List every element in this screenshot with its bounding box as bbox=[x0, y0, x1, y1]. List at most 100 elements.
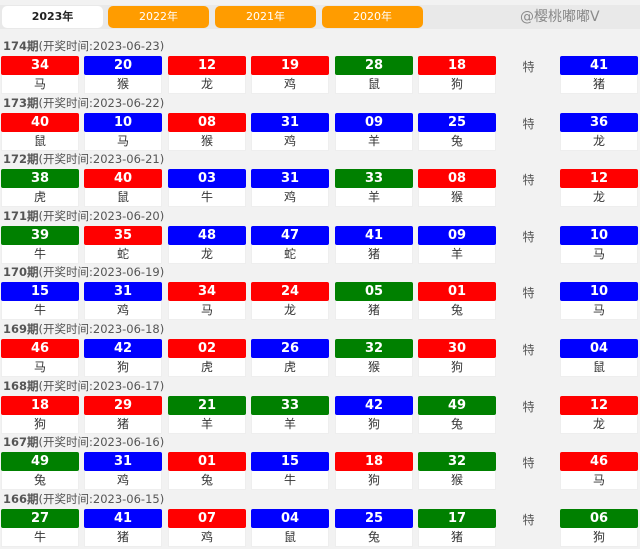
ball-number: 38 bbox=[1, 169, 79, 189]
ball: 24 龙 bbox=[251, 282, 329, 321]
ball-number: 12 bbox=[560, 169, 638, 189]
ball: 40 鼠 bbox=[1, 112, 79, 151]
zodiac-label: 猴 bbox=[418, 471, 496, 491]
draw-time: (开奖时间:2023-06-16) bbox=[38, 435, 165, 450]
special-label: 特 bbox=[522, 456, 535, 471]
period-row: 170期(开奖时间:2023-06-19) 15 牛 31 鸡 34 马 24 龙 05 猪 01 兔特… bbox=[0, 264, 640, 321]
zodiac-label: 鸡 bbox=[168, 527, 246, 547]
special-ball: 12 龙 bbox=[560, 395, 638, 434]
period-header: 172期(开奖时间:2023-06-21) bbox=[3, 151, 164, 167]
ball: 46 马 bbox=[1, 338, 79, 377]
ball: 32 猴 bbox=[418, 452, 496, 491]
ball-number: 18 bbox=[1, 395, 79, 415]
period-header: 173期(开奖时间:2023-06-22) bbox=[3, 95, 164, 111]
period-header: 171期(开奖时间:2023-06-20) bbox=[3, 208, 164, 224]
ball: 42 狗 bbox=[335, 395, 413, 434]
ball: 17 猪 bbox=[418, 508, 496, 547]
zodiac-label: 羊 bbox=[418, 244, 496, 264]
zodiac-label: 猪 bbox=[84, 527, 162, 547]
ball: 27 牛 bbox=[1, 508, 79, 547]
special-ball: 36 龙 bbox=[560, 112, 638, 151]
zodiac-label: 羊 bbox=[335, 131, 413, 151]
ball-number: 07 bbox=[168, 508, 246, 528]
tab-2020[interactable]: 2020年 bbox=[322, 6, 423, 28]
ball: 47 蛇 bbox=[251, 225, 329, 264]
ball: 02 虎 bbox=[168, 338, 246, 377]
zodiac-label: 龙 bbox=[168, 244, 246, 264]
zodiac-label: 鼠 bbox=[84, 188, 162, 208]
ball: 49 兔 bbox=[418, 395, 496, 434]
ball: 21 羊 bbox=[168, 395, 246, 434]
zodiac-label: 马 bbox=[560, 301, 638, 321]
zodiac-label: 鸡 bbox=[251, 131, 329, 151]
tab-2022[interactable]: 2022年 bbox=[108, 6, 209, 28]
ball: 15 牛 bbox=[251, 452, 329, 491]
ball-number: 25 bbox=[418, 112, 496, 132]
ball: 30 狗 bbox=[418, 338, 496, 377]
ball-number: 10 bbox=[560, 282, 638, 302]
zodiac-label: 兔 bbox=[1, 471, 79, 491]
ball-number: 12 bbox=[168, 56, 246, 75]
issue-number: 168期 bbox=[3, 378, 39, 393]
zodiac-label: 鼠 bbox=[335, 75, 413, 94]
ball-number: 17 bbox=[418, 508, 496, 528]
period-header: 174期(开奖时间:2023-06-23) bbox=[3, 38, 164, 54]
ball-number: 05 bbox=[335, 282, 413, 302]
watermark: @樱桃嘟嘟V bbox=[520, 9, 600, 25]
special-ball: 46 马 bbox=[560, 452, 638, 491]
ball-number: 28 bbox=[335, 56, 413, 75]
zodiac-label: 狗 bbox=[335, 414, 413, 434]
zodiac-label: 猪 bbox=[84, 414, 162, 434]
issue-number: 172期 bbox=[3, 152, 39, 167]
ball: 15 牛 bbox=[1, 282, 79, 321]
ball: 28 鼠 bbox=[335, 56, 413, 94]
ball: 08 猴 bbox=[168, 112, 246, 151]
ball: 01 兔 bbox=[168, 452, 246, 491]
ball-number: 01 bbox=[418, 282, 496, 302]
ball-number: 04 bbox=[560, 338, 638, 358]
ball-number: 04 bbox=[251, 508, 329, 528]
ball-number: 27 bbox=[1, 508, 79, 528]
zodiac-label: 狗 bbox=[418, 357, 496, 377]
ball-number: 32 bbox=[418, 452, 496, 472]
ball: 31 鸡 bbox=[84, 452, 162, 491]
period-header: 170期(开奖时间:2023-06-19) bbox=[3, 264, 164, 280]
draw-time: (开奖时间:2023-06-22) bbox=[38, 95, 165, 110]
ball-number: 41 bbox=[560, 56, 638, 75]
ball-number: 01 bbox=[168, 452, 246, 472]
draw-time: (开奖时间:2023-06-20) bbox=[38, 208, 165, 223]
ball-number: 34 bbox=[168, 282, 246, 302]
tab-2021[interactable]: 2021年 bbox=[215, 6, 316, 28]
zodiac-label: 猴 bbox=[335, 357, 413, 377]
ball: 49 兔 bbox=[1, 452, 79, 491]
ball-number: 35 bbox=[84, 225, 162, 245]
ball-number: 21 bbox=[168, 395, 246, 415]
ball-number: 34 bbox=[1, 56, 79, 75]
issue-number: 169期 bbox=[3, 321, 39, 336]
special-label: 特 bbox=[522, 229, 535, 244]
special-ball: 41 猪 bbox=[560, 56, 638, 94]
ball-number: 31 bbox=[84, 282, 162, 302]
ball: 42 狗 bbox=[84, 338, 162, 377]
ball-number: 36 bbox=[560, 112, 638, 132]
ball-number: 33 bbox=[251, 395, 329, 415]
ball: 34 马 bbox=[1, 56, 79, 94]
ball-number: 40 bbox=[84, 169, 162, 189]
draw-time: (开奖时间:2023-06-18) bbox=[38, 321, 165, 336]
ball-number: 25 bbox=[335, 508, 413, 528]
tab-2023[interactable]: 2023年 bbox=[2, 6, 103, 28]
ball: 09 羊 bbox=[418, 225, 496, 264]
ball-number: 32 bbox=[335, 338, 413, 358]
ball: 04 鼠 bbox=[251, 508, 329, 547]
ball-number: 46 bbox=[560, 452, 638, 472]
zodiac-label: 牛 bbox=[1, 244, 79, 264]
ball-number: 24 bbox=[251, 282, 329, 302]
ball-number: 33 bbox=[335, 169, 413, 189]
ball: 09 羊 bbox=[335, 112, 413, 151]
ball: 35 蛇 bbox=[84, 225, 162, 264]
special-ball: 10 马 bbox=[560, 225, 638, 264]
ball-number: 18 bbox=[418, 56, 496, 75]
ball-number: 30 bbox=[418, 338, 496, 358]
zodiac-label: 马 bbox=[168, 301, 246, 321]
period-header: 167期(开奖时间:2023-06-16) bbox=[3, 434, 164, 450]
